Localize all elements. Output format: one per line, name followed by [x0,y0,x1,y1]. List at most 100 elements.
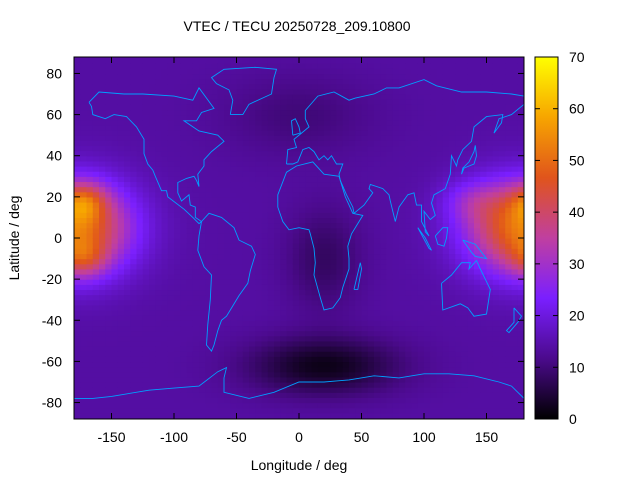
heatmap-cell [211,58,219,64]
heatmap-cell [217,263,225,270]
heatmap-cell [367,361,375,368]
heatmap-cell [136,176,144,183]
heatmap-cell [499,407,506,414]
heatmap-cell [255,222,263,229]
heatmap-cell [211,366,219,373]
heatmap-cell [242,356,250,363]
heatmap-cell [142,284,150,291]
heatmap-cell [224,57,231,59]
heatmap-cell [449,330,456,337]
heatmap-cell [305,176,313,183]
heatmap-cell [292,320,300,327]
heatmap-cell [399,361,406,368]
heatmap-cell [74,166,81,172]
heatmap-cell [299,361,306,368]
heatmap-cell [155,83,163,90]
heatmap-cell [330,83,338,90]
heatmap-cell [492,248,500,255]
heatmap-cell [367,217,375,224]
heatmap-cell [330,227,338,234]
heatmap-cell [417,94,425,100]
heatmap-cell [361,294,369,301]
heatmap-cell [199,304,206,311]
heatmap-cell [192,289,200,296]
heatmap-cell [124,222,131,229]
heatmap-cell [149,325,156,332]
heatmap-cell [74,351,81,357]
heatmap-cell [86,207,94,213]
heatmap-cell [99,181,106,188]
heatmap-cell [136,212,144,219]
heatmap-cell [455,57,463,59]
heatmap-cell [461,248,469,255]
heatmap-cell [86,196,94,203]
heatmap-cell [92,227,100,234]
heatmap-cell [155,212,163,219]
heatmap-cell [411,284,419,291]
heatmap-cell [474,104,481,111]
heatmap-cell [480,119,488,126]
heatmap-cell [230,109,238,116]
heatmap-cell [186,335,194,342]
heatmap-cell [355,407,363,414]
heatmap-cell [411,196,419,203]
heatmap-cell [461,202,469,208]
heatmap-cell [392,273,400,280]
heatmap-cell [374,371,381,378]
heatmap-cell [374,320,381,327]
heatmap-cell [399,407,406,414]
heatmap-cell [92,130,100,136]
heatmap-cell [442,325,450,332]
heatmap-cell [355,160,363,167]
heatmap-cell [367,356,375,363]
heatmap-cell [380,160,388,167]
heatmap-cell [149,181,156,188]
heatmap-cell [424,340,431,347]
heatmap-cell [149,130,156,136]
heatmap-cell [467,253,475,260]
heatmap-cell [224,268,231,275]
heatmap-cell [480,381,488,388]
heatmap-cell [167,273,175,280]
heatmap-cell [274,119,281,126]
heatmap-cell [274,73,281,80]
heatmap-cell [124,392,131,398]
heatmap-cell [124,376,131,383]
heatmap-cell [280,361,288,368]
heatmap-cell [355,335,363,342]
heatmap-cell [205,135,213,141]
heatmap-cell [430,397,438,404]
heatmap-cell [136,196,144,203]
heatmap-cell [280,315,288,321]
heatmap-cell [399,387,406,393]
heatmap-cell [499,340,506,347]
heatmap-cell [230,176,238,183]
heatmap-cell [311,238,319,244]
heatmap-cell [455,366,463,373]
heatmap-cell [167,99,175,105]
heatmap-cell [286,83,294,90]
heatmap-cell [436,248,444,255]
heatmap-cell [374,356,381,363]
heatmap-cell [292,402,300,409]
heatmap-cell [180,381,188,388]
heatmap-cell [324,135,331,141]
heatmap-cell [449,315,456,321]
heatmap-cell [161,222,169,229]
heatmap-cell [499,248,506,255]
heatmap-cell [161,68,169,75]
heatmap-cell [299,273,306,280]
heatmap-cell [161,140,169,147]
heatmap-cell [455,186,463,193]
heatmap-cell [355,238,363,244]
heatmap-cell [424,361,431,368]
heatmap-cell [424,263,431,270]
heatmap-cell [149,330,156,337]
heatmap-cell [342,186,350,193]
heatmap-cell [486,397,494,404]
heatmap-cell [142,57,150,59]
heatmap-cell [286,196,294,203]
heatmap-cell [86,376,94,383]
heatmap-cell [305,407,313,414]
heatmap-cell [461,258,469,265]
